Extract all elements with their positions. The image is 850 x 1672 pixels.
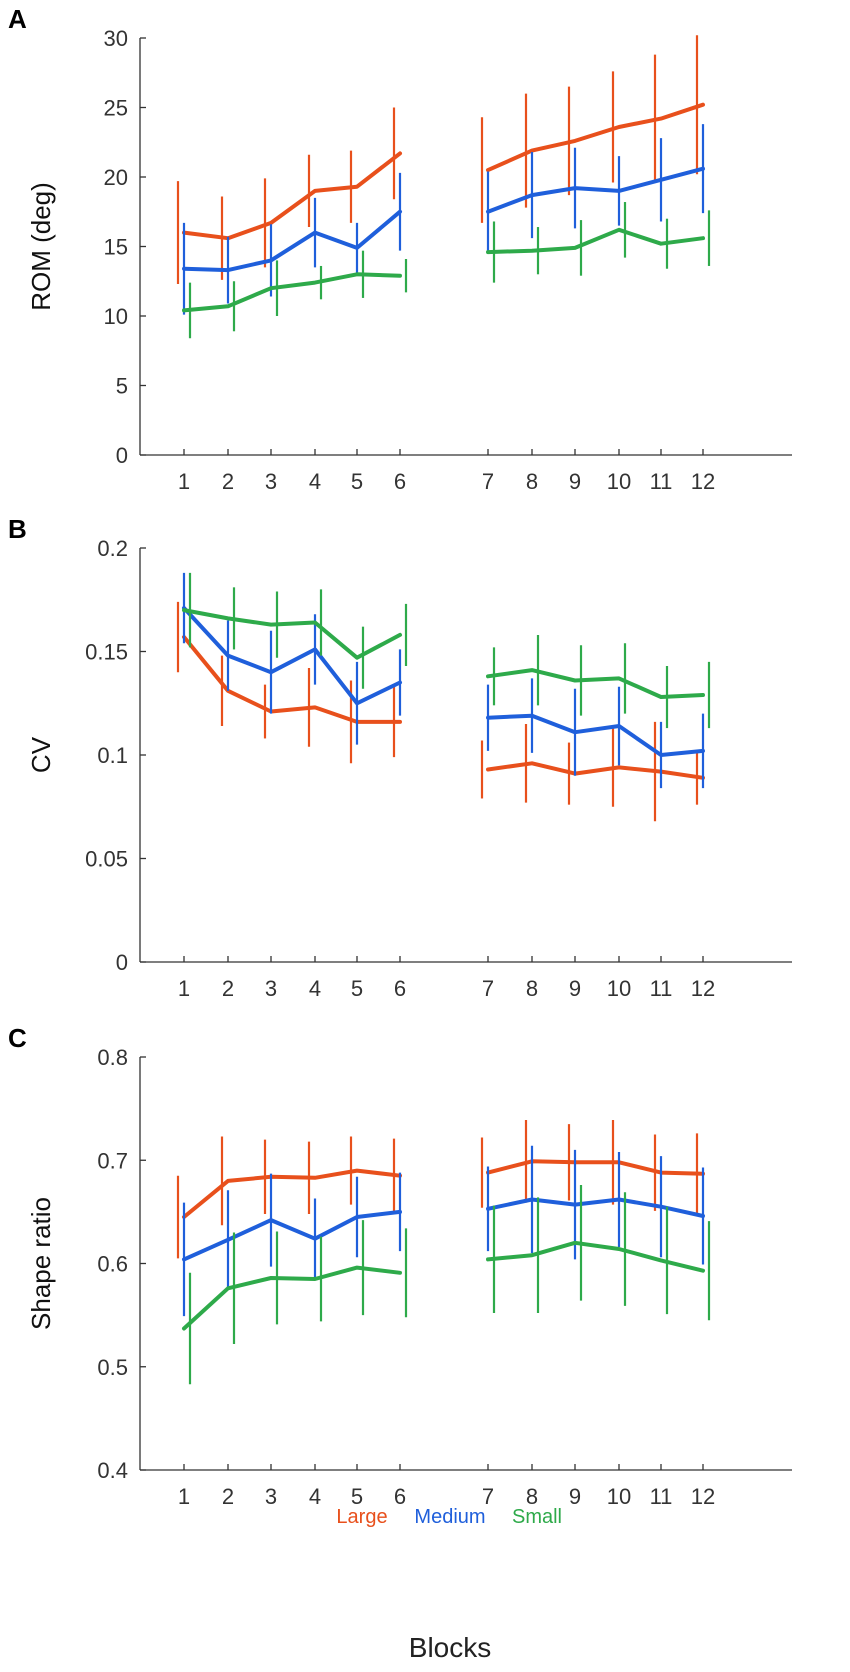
panel-c-large-line-segment-2 [486,1159,705,1176]
panel-c-series-small [182,1185,711,1385]
panel-b-medium-line-segment-1 [182,606,402,706]
panel-b-x-tick-label: 6 [394,976,406,1001]
panel-c-x-tick-label: 7 [482,1484,494,1509]
panel-a-y-tick-label: 15 [104,235,128,260]
panel-b-x-tick-label: 12 [691,976,715,1001]
panel-b-series-small [182,572,711,729]
panel-c-y-tick-label: 0.6 [97,1252,128,1277]
panel-a-y-tick-label: 10 [104,304,128,329]
panel-b-y-tick-label: 0.2 [97,536,128,561]
panel-b-series-large [176,601,705,822]
panel-c-y-tick-label: 0.4 [97,1458,128,1483]
panel-c-x-tick-label: 1 [178,1484,190,1509]
panel-a-medium-line-segment-2 [486,166,705,214]
panel-a-large-line-segment-1 [182,151,402,241]
panel-c-x-tick-label: 9 [569,1484,581,1509]
panel-c-x-tick-label: 4 [309,1484,321,1509]
panel-b-x-tick-label: 4 [309,976,321,1001]
panel-b-y-tick-label: 0 [116,950,128,975]
panel-c-x-tick-label: 2 [222,1484,234,1509]
panel-b-x-tick-label: 10 [607,976,631,1001]
panel-b-x-tick-label: 5 [351,976,363,1001]
panel-b-x-tick-label: 11 [650,976,673,1001]
panel-c-large-line-segment-1 [182,1168,402,1219]
panel-a-series-medium [182,124,705,315]
panel-c-x-tick-label: 5 [351,1484,363,1509]
panel-a-small-line-segment-1 [182,272,402,313]
panel-a-y-tick-label: 5 [116,374,128,399]
legend-entry-small: Small [512,1506,562,1528]
panel-b-x-tick-label: 3 [265,976,277,1001]
panel-c-small-line-segment-1 [182,1265,402,1331]
x-axis-label: Blocks [409,1632,491,1663]
panel-a-x-tick-label: 11 [650,469,673,494]
panel-b-medium-line-segment-2 [486,713,705,757]
panel-a-x-tick-label: 10 [607,469,631,494]
panel-a-series-small [182,202,711,339]
panel-b-x-tick-label: 7 [482,976,494,1001]
panel-b-small-line-segment-1 [182,608,402,660]
panel-c-medium-line-segment-1 [182,1209,402,1262]
panel-b-y-tick-label: 0.1 [97,743,128,768]
panel-b-x-tick-label: 1 [178,976,190,1001]
panel-a-y-tick-label: 30 [104,26,128,51]
panel-a-small-line-segment-2 [486,227,705,255]
legend-entry-medium: Medium [414,1506,485,1528]
panel-a-x-tick-label: 9 [569,469,581,494]
panel-b-y-tick-label: 0.05 [85,847,128,872]
panel-b-large-line-segment-1 [182,635,402,724]
panel-a-x-tick-label: 5 [351,469,363,494]
panel-b-small-line-segment-2 [486,668,705,699]
panel-c-label: C [8,1023,27,1053]
panel-a-y-tick-label: 25 [104,96,128,121]
panel-b-x-tick-label: 2 [222,976,234,1001]
legend: Large Medium Small [336,1506,562,1528]
panel-a-series-large [176,35,705,285]
panel-a-large-line-segment-2 [486,102,705,173]
panel-a-x-tick-label: 8 [526,469,538,494]
panel-a-x-tick-label: 12 [691,469,715,494]
panel-c-x-tick-label: 8 [526,1484,538,1509]
panel-c-series-large [176,1119,705,1259]
panel-a-x-tick-label: 3 [265,469,277,494]
panel-b-x-tick-label: 9 [569,976,581,1001]
panel-c-small-line-segment-2 [486,1240,705,1273]
panel-a-y-tick-label: 20 [104,165,128,190]
panel-c-y-axis-title: Shape ratio [26,1197,56,1330]
panel-a-label: A [8,4,27,34]
panel-a-x-tick-label: 2 [222,469,234,494]
panel-a-medium-line-segment-1 [182,209,402,273]
panel-c-y-tick-label: 0.5 [97,1355,128,1380]
panel-c-x-tick-label: 12 [691,1484,715,1509]
panel-c-y-tick-label: 0.7 [97,1148,128,1173]
panel-a-x-tick-label: 6 [394,469,406,494]
panel-b-y-tick-label: 0.15 [85,640,128,665]
panel-a-y-axis-title: ROM (deg) [26,182,56,311]
panel-b-series-medium [182,572,705,789]
panel-a-x-tick-label: 4 [309,469,321,494]
panel-a-x-tick-label: 7 [482,469,494,494]
panel-c-x-tick-label: 6 [394,1484,406,1509]
panel-b-label: B [8,514,27,544]
legend-entry-large: Large [336,1506,387,1528]
panel-c-x-tick-label: 10 [607,1484,631,1509]
panel-b-y-axis-title: CV [26,736,56,773]
panel-c-medium-line-segment-2 [486,1197,705,1218]
panel-c-x-tick-label: 3 [265,1484,277,1509]
panel-c-y-tick-label: 0.8 [97,1045,128,1070]
panel-c-series-medium [182,1145,705,1317]
panel-b-x-tick-label: 8 [526,976,538,1001]
panel-b-large-line-segment-2 [486,761,705,780]
panel-a-x-tick-label: 1 [178,469,190,494]
panel-c-x-tick-label: 11 [650,1484,673,1509]
panel-a-y-tick-label: 0 [116,443,128,468]
